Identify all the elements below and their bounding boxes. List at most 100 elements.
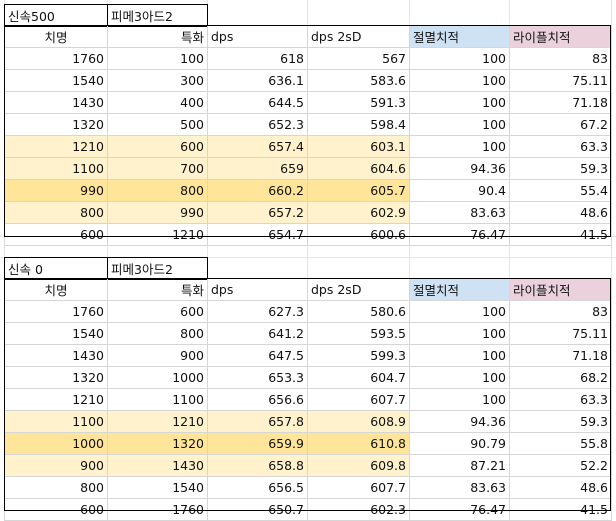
- cell-crit[interactable]: 1430: [4, 91, 108, 114]
- cell-crit[interactable]: 1430: [4, 344, 108, 367]
- cell-dps-2sd[interactable]: 604.7: [307, 366, 410, 389]
- cell-annihilation-crit[interactable]: 100: [409, 366, 510, 389]
- cell-crit[interactable]: 1210: [4, 388, 108, 411]
- cell-dps-2sd[interactable]: 567: [307, 47, 410, 70]
- cell-dps-2sd[interactable]: 609.8: [307, 454, 410, 477]
- cell-crit[interactable]: 1540: [4, 322, 108, 345]
- cell-crit[interactable]: 600: [4, 498, 108, 521]
- cell-annihilation-crit[interactable]: 94.36: [409, 157, 510, 180]
- cell-rifle-crit[interactable]: 52.2: [509, 454, 612, 477]
- cell-spec[interactable]: 900: [107, 344, 208, 367]
- cell-rifle-crit[interactable]: 68.2: [509, 366, 612, 389]
- cell-rifle-crit[interactable]: 41.5: [509, 498, 612, 521]
- cell-spec[interactable]: 600: [107, 135, 208, 158]
- cell-dps[interactable]: 657.2: [207, 201, 308, 224]
- cell-spec[interactable]: 100: [107, 47, 208, 70]
- cell-dps[interactable]: 659.9: [207, 432, 308, 455]
- cell-spec[interactable]: 500: [107, 113, 208, 136]
- cell-crit[interactable]: 1320: [4, 113, 108, 136]
- cell-spec[interactable]: 400: [107, 91, 208, 114]
- cell-rifle-crit[interactable]: 41.5: [509, 223, 612, 246]
- cell-dps-2sd[interactable]: 602.3: [307, 498, 410, 521]
- cell-dps-2sd[interactable]: 591.3: [307, 91, 410, 114]
- header-rifle-crit[interactable]: 라이플치적: [509, 278, 612, 301]
- cell-dps[interactable]: 652.3: [207, 113, 308, 136]
- cell-crit[interactable]: 1540: [4, 69, 108, 92]
- cell-rifle-crit[interactable]: 71.18: [509, 91, 612, 114]
- cell-annihilation-crit[interactable]: 94.36: [409, 410, 510, 433]
- cell-rifle-crit[interactable]: 63.3: [509, 135, 612, 158]
- cell-crit[interactable]: 1760: [4, 300, 108, 323]
- cell-spec[interactable]: 1000: [107, 366, 208, 389]
- cell-rifle-crit[interactable]: 83: [509, 47, 612, 70]
- cell-spec[interactable]: 1320: [107, 432, 208, 455]
- header-spec[interactable]: 특화: [107, 278, 208, 301]
- cell-spec[interactable]: 1210: [107, 410, 208, 433]
- cell-crit[interactable]: 800: [4, 201, 108, 224]
- cell-spec[interactable]: 1100: [107, 388, 208, 411]
- header-dps-2sd[interactable]: dps 2sD: [307, 25, 410, 48]
- cell-crit[interactable]: 1000: [4, 432, 108, 455]
- cell-annihilation-crit[interactable]: 100: [409, 113, 510, 136]
- cell-crit[interactable]: 1210: [4, 135, 108, 158]
- cell-dps-2sd[interactable]: 598.4: [307, 113, 410, 136]
- cell-rifle-crit[interactable]: 59.3: [509, 157, 612, 180]
- cell-annihilation-crit[interactable]: 100: [409, 135, 510, 158]
- cell-rifle-crit[interactable]: 63.3: [509, 388, 612, 411]
- cell-annihilation-crit[interactable]: 100: [409, 388, 510, 411]
- cell-dps[interactable]: 636.1: [207, 69, 308, 92]
- cell-annihilation-crit[interactable]: 90.79: [409, 432, 510, 455]
- cell-crit[interactable]: 800: [4, 476, 108, 499]
- cell-dps[interactable]: 656.5: [207, 476, 308, 499]
- cell-spec[interactable]: 990: [107, 201, 208, 224]
- header-crit[interactable]: 치명: [4, 25, 108, 48]
- cell-spec[interactable]: 300: [107, 69, 208, 92]
- cell-dps[interactable]: 656.6: [207, 388, 308, 411]
- cell-dps[interactable]: 657.4: [207, 135, 308, 158]
- cell-rifle-crit[interactable]: 67.2: [509, 113, 612, 136]
- cell-dps-2sd[interactable]: 593.5: [307, 322, 410, 345]
- cell-rifle-crit[interactable]: 83: [509, 300, 612, 323]
- cell-annihilation-crit[interactable]: 76.47: [409, 223, 510, 246]
- header-dps[interactable]: dps: [207, 278, 308, 301]
- cell-spec[interactable]: 800: [107, 179, 208, 202]
- header-crit[interactable]: 치명: [4, 278, 108, 301]
- cell-dps[interactable]: 659: [207, 157, 308, 180]
- cell-dps-2sd[interactable]: 580.6: [307, 300, 410, 323]
- cell-spec[interactable]: 1210: [107, 223, 208, 246]
- cell-dps-2sd[interactable]: 603.1: [307, 135, 410, 158]
- cell-dps[interactable]: 658.8: [207, 454, 308, 477]
- cell-rifle-crit[interactable]: 48.6: [509, 476, 612, 499]
- cell-annihilation-crit[interactable]: 76.47: [409, 498, 510, 521]
- cell-spec[interactable]: 700: [107, 157, 208, 180]
- cell-annihilation-crit[interactable]: 100: [409, 69, 510, 92]
- cell-rifle-crit[interactable]: 55.8: [509, 432, 612, 455]
- table2-title-a[interactable]: 신속 0: [4, 257, 108, 280]
- cell-spec[interactable]: 600: [107, 300, 208, 323]
- cell-rifle-crit[interactable]: 75.11: [509, 69, 612, 92]
- cell-annihilation-crit[interactable]: 83.63: [409, 201, 510, 224]
- cell-dps[interactable]: 627.3: [207, 300, 308, 323]
- cell-crit[interactable]: 1100: [4, 157, 108, 180]
- table1-title-a[interactable]: 신속500: [4, 4, 108, 27]
- cell-rifle-crit[interactable]: 48.6: [509, 201, 612, 224]
- cell-dps-2sd[interactable]: 600.6: [307, 223, 410, 246]
- cell-annihilation-crit[interactable]: 100: [409, 47, 510, 70]
- cell-dps-2sd[interactable]: 607.7: [307, 476, 410, 499]
- cell-dps[interactable]: 660.2: [207, 179, 308, 202]
- cell-spec[interactable]: 1430: [107, 454, 208, 477]
- cell-dps-2sd[interactable]: 599.3: [307, 344, 410, 367]
- cell-dps-2sd[interactable]: 607.7: [307, 388, 410, 411]
- cell-crit[interactable]: 1320: [4, 366, 108, 389]
- cell-crit[interactable]: 900: [4, 454, 108, 477]
- cell-dps[interactable]: 647.5: [207, 344, 308, 367]
- cell-crit[interactable]: 1760: [4, 47, 108, 70]
- cell-dps[interactable]: 657.8: [207, 410, 308, 433]
- cell-crit[interactable]: 600: [4, 223, 108, 246]
- cell-dps-2sd[interactable]: 605.7: [307, 179, 410, 202]
- cell-rifle-crit[interactable]: 59.3: [509, 410, 612, 433]
- cell-annihilation-crit[interactable]: 83.63: [409, 476, 510, 499]
- cell-annihilation-crit[interactable]: 90.4: [409, 179, 510, 202]
- header-dps[interactable]: dps: [207, 25, 308, 48]
- cell-annihilation-crit[interactable]: 100: [409, 300, 510, 323]
